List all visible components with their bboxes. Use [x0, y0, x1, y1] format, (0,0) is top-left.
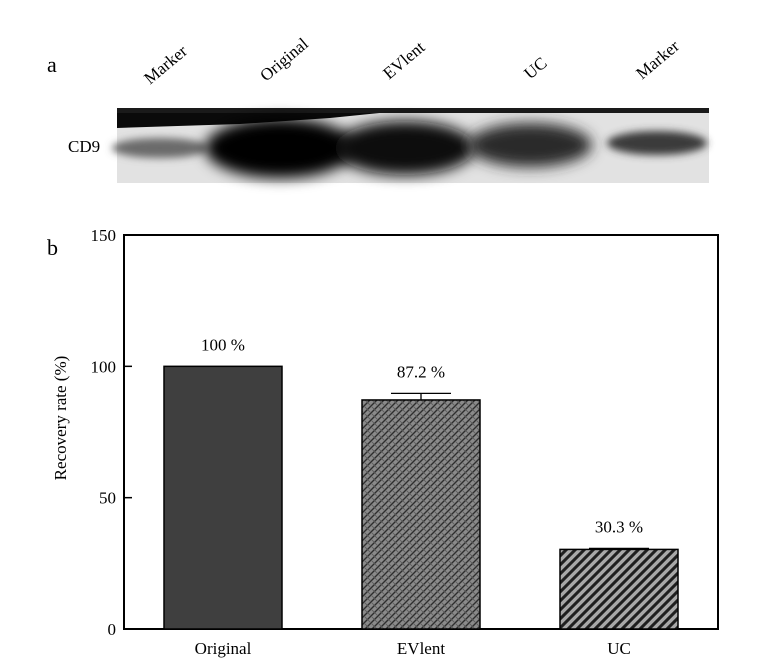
bar-original [163, 365, 283, 630]
lane-label-original: Original [256, 34, 312, 85]
band-original [205, 118, 355, 178]
western-blot [112, 108, 709, 183]
y-axis-title: Recovery rate (%) [51, 356, 70, 481]
lane-label-uc: UC [520, 53, 550, 83]
band-evlent [335, 121, 475, 175]
lane-label-marker-1: Marker [140, 41, 191, 88]
bar-uc [559, 548, 679, 630]
bar-chart: 0 50 100 150 100 % 87.2 % 30.3 % Original EVle… [51, 226, 719, 658]
y-tick-label: 0 [108, 620, 117, 639]
lane-labels: Marker Original EVlent UC Marker [140, 34, 683, 88]
lane-label-marker-2: Marker [632, 36, 683, 83]
bar-evlent [361, 399, 481, 630]
band-marker-2 [607, 131, 707, 155]
bar-value-label: 100 % [201, 335, 245, 354]
x-category-label: Original [195, 639, 252, 658]
y-tick-label: 100 [91, 357, 117, 376]
panel-a-label: a [47, 52, 57, 77]
y-tick-label: 50 [99, 489, 116, 508]
bars: 100 % 87.2 % 30.3 % [163, 335, 679, 630]
bar-value-label: 87.2 % [397, 362, 445, 381]
x-category-label: EVlent [397, 639, 445, 658]
y-axis-ticks: 0 50 100 150 [91, 226, 132, 639]
band-marker-1 [112, 138, 208, 158]
bar-value-label: 30.3 % [595, 517, 643, 536]
y-tick-label: 150 [91, 226, 117, 245]
x-axis-labels: Original EVlent UC [195, 639, 631, 658]
panel-b-label: b [47, 235, 58, 260]
lane-label-evlent: EVlent [379, 37, 428, 83]
x-category-label: UC [607, 639, 631, 658]
band-uc [468, 123, 592, 167]
blot-row-label: CD9 [68, 137, 100, 156]
